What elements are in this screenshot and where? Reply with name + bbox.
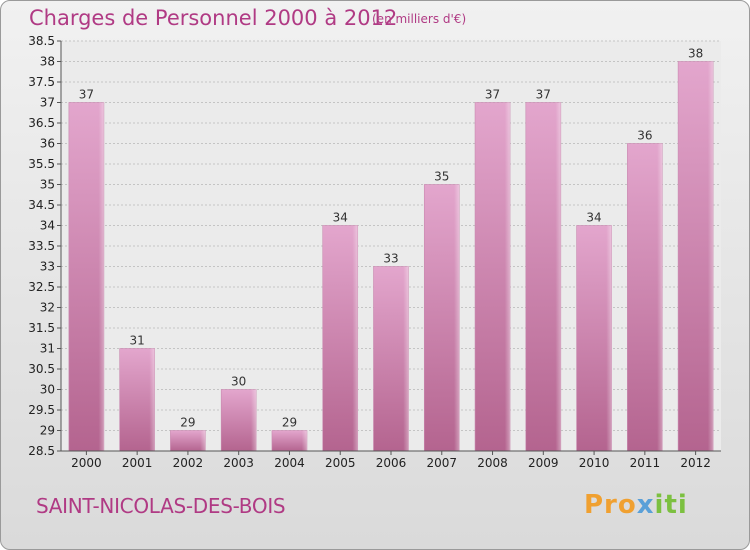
- x-tick-label: 2004: [274, 456, 305, 470]
- x-tick-label: 2010: [579, 456, 610, 470]
- y-tick-label: 33.5: [28, 239, 55, 253]
- x-tick-label: 2011: [630, 456, 661, 470]
- y-tick-label: 31: [40, 342, 55, 356]
- data-label: 35: [434, 170, 449, 184]
- y-tick-label: 37.5: [28, 75, 55, 89]
- y-tick-label: 36: [40, 137, 55, 151]
- data-label: 31: [130, 334, 145, 348]
- bars: [68, 61, 714, 452]
- data-label: 38: [688, 47, 703, 61]
- x-tick-label: 2002: [173, 456, 204, 470]
- x-axis-ticks: 2000 2001 2002 2003 2004 2005 2006 2007 2008 2009…: [71, 451, 711, 470]
- x-tick-label: 2003: [223, 456, 254, 470]
- bar-highlight: [627, 143, 663, 451]
- bar-highlight: [424, 184, 460, 451]
- bar-highlight: [68, 102, 104, 451]
- y-tick-label: 30: [40, 383, 55, 397]
- x-tick-label: 2001: [122, 456, 153, 470]
- chart-title: Charges de Personnel 2000 à 2012: [29, 6, 398, 30]
- y-tick-label: 31.5: [28, 321, 55, 335]
- logo-part-3: iti: [654, 490, 688, 520]
- x-tick-label: 2009: [528, 456, 559, 470]
- grid-lines: [61, 40, 721, 452]
- bar-highlight: [678, 61, 714, 451]
- y-tick-label: 29.5: [28, 403, 55, 417]
- bar-highlight: [525, 102, 561, 451]
- data-label: 33: [383, 252, 398, 266]
- data-label: 34: [333, 211, 348, 225]
- data-label: 34: [586, 211, 601, 225]
- x-tick-label: 2006: [376, 456, 407, 470]
- y-tick-label: 29: [40, 424, 55, 438]
- y-tick-label: 28.5: [28, 444, 55, 458]
- bar-highlight: [221, 389, 257, 451]
- x-tick-label: 2005: [325, 456, 356, 470]
- y-tick-label: 35: [40, 178, 55, 192]
- data-label: 36: [637, 129, 652, 143]
- proxiti-logo: Proxiti: [584, 490, 688, 520]
- y-tick-label: 34.5: [28, 198, 55, 212]
- y-axis-ticks: 28.5 29 29.5 30 30.5 31 31.5 32 32.5 33 33.5 34 34.5…: [28, 34, 721, 458]
- data-label: 29: [180, 416, 195, 430]
- x-tick-label: 2000: [71, 456, 102, 470]
- y-tick-label: 34: [40, 219, 55, 233]
- bar-highlight: [576, 225, 612, 451]
- data-label: 37: [79, 88, 94, 102]
- y-tick-label: 38: [40, 55, 55, 69]
- y-tick-label: 32: [40, 301, 55, 315]
- bar-highlight: [170, 430, 206, 451]
- logo-part-2: x: [636, 490, 655, 520]
- y-tick-label: 36.5: [28, 116, 55, 130]
- y-tick-label: 33: [40, 260, 55, 274]
- data-label: 30: [231, 375, 246, 389]
- y-tick-label: 30.5: [28, 362, 55, 376]
- bar-highlight: [475, 102, 511, 451]
- bar-highlight: [119, 348, 155, 451]
- data-labels: 37 31 29 30 29 34 33 35 37 37 34 36 38: [79, 47, 704, 430]
- y-tick-label: 32.5: [28, 280, 55, 294]
- x-tick-label: 2008: [477, 456, 508, 470]
- y-tick-label: 35.5: [28, 157, 55, 171]
- x-tick-label: 2007: [426, 456, 457, 470]
- data-label: 37: [536, 88, 551, 102]
- y-tick-label: 37: [40, 96, 55, 110]
- bar-highlight: [271, 430, 307, 451]
- data-label: 37: [485, 88, 500, 102]
- bar-highlight: [322, 225, 358, 451]
- y-tick-label: 38.5: [28, 34, 55, 48]
- x-tick-label: 2012: [680, 456, 711, 470]
- chart-subtitle: (en milliers d'€): [372, 12, 467, 26]
- data-label: 29: [282, 416, 297, 430]
- commune-name: SAINT-NICOLAS-DES-BOIS: [36, 494, 286, 518]
- logo-part-1: Pro: [584, 490, 637, 520]
- bar-highlight: [373, 266, 409, 451]
